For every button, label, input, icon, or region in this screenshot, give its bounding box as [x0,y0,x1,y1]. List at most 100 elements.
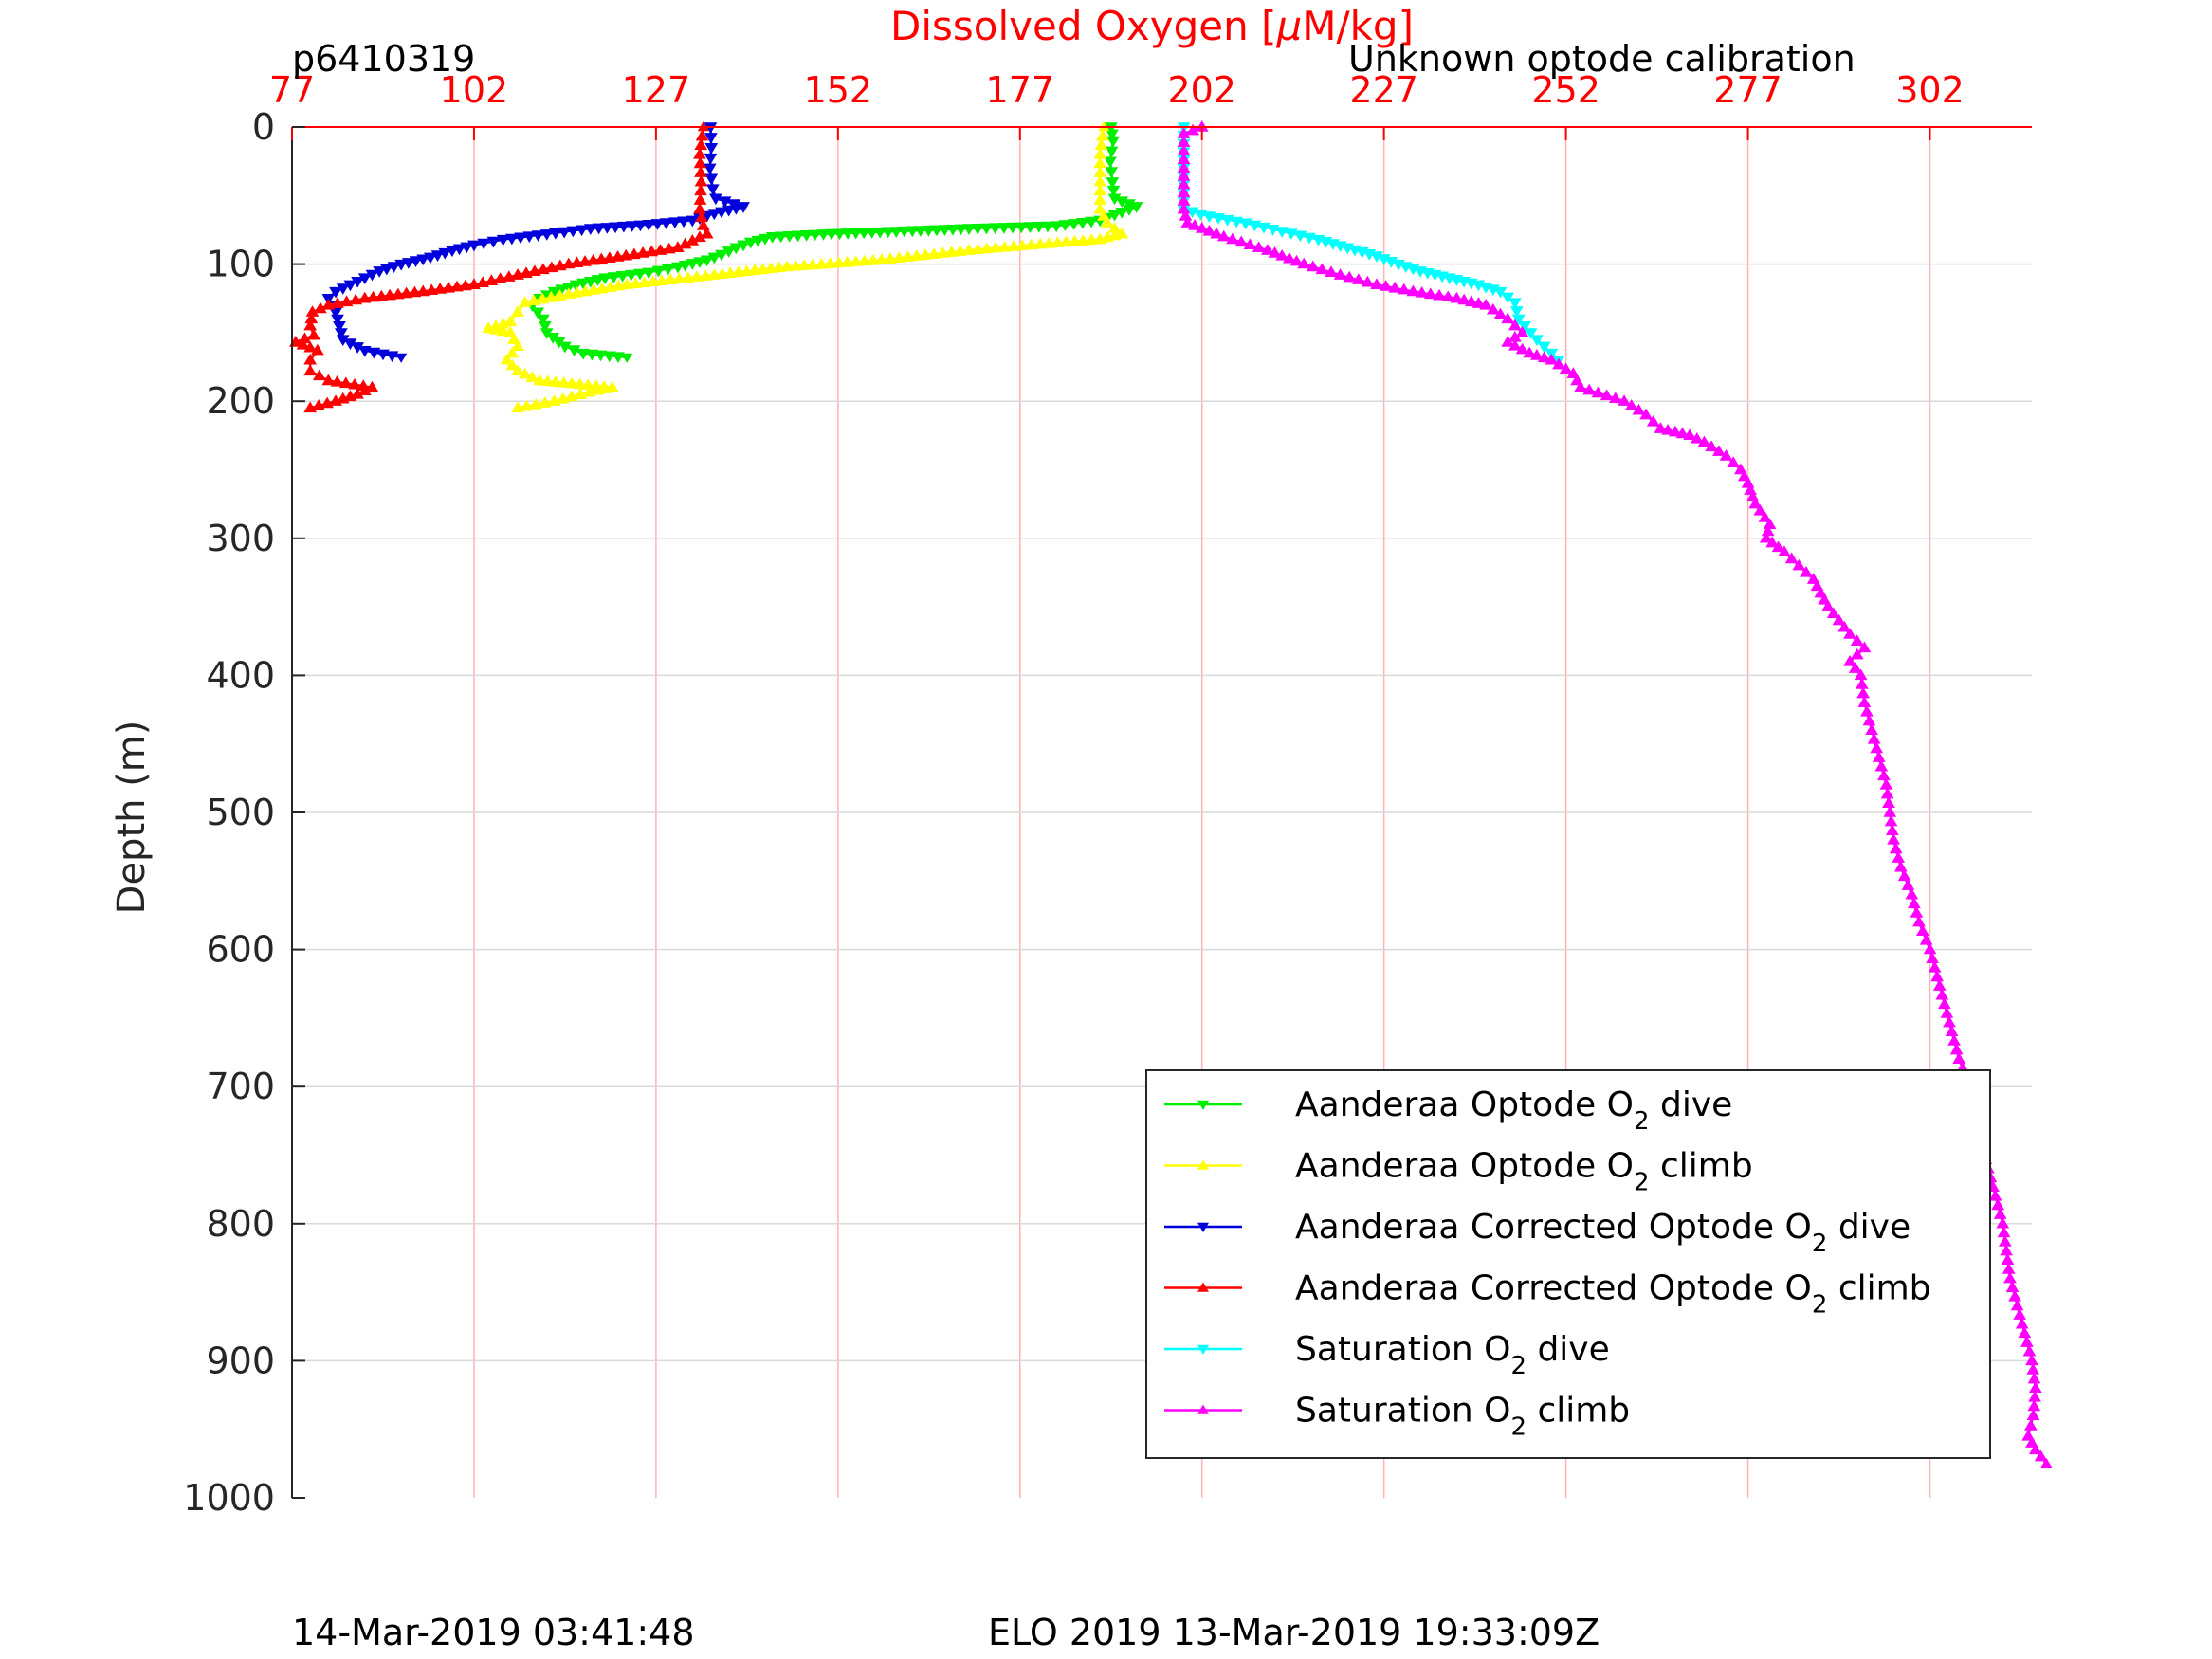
y-tick-label: 800 [206,1203,275,1245]
data-point [693,193,707,205]
data-point [1857,641,1872,653]
data-point [1106,185,1121,197]
data-point [1248,220,1262,232]
axes [291,126,2032,1499]
data-point [459,279,472,291]
data-point [1226,232,1239,245]
y-tick-label: 600 [206,929,275,971]
data-point [1107,222,1122,233]
data-point [645,245,659,257]
y-tick-label: 400 [206,654,275,696]
data-point [538,320,552,333]
footer-timestamp: 14-Mar-2019 03:41:48 [292,1612,695,1653]
data-point [849,255,863,266]
data-point [625,221,639,232]
data-point [2027,1372,2041,1384]
data-point [1697,435,1711,447]
data-point [808,229,822,242]
data-point [1759,531,1773,543]
data-point [321,298,336,310]
data-point [1885,824,1899,835]
data-point [505,358,520,371]
data-point [1042,236,1056,248]
data-point [1303,232,1316,245]
data-point [672,272,686,283]
data-point [507,333,521,344]
series-2 [482,121,1129,413]
data-point [905,226,920,238]
data-point [331,314,344,326]
data-point [1908,897,1921,909]
data-point [1758,511,1772,522]
legend-label: Aanderaa Corrected Optode O2 dive [1295,1208,1910,1258]
data-point [1033,237,1047,249]
data-point [585,349,599,361]
data-point [1771,540,1785,553]
data-point [1093,174,1107,187]
data-point [642,267,656,280]
data-point [1106,129,1119,141]
data-point [693,156,707,169]
data-point [1862,714,1876,726]
data-point [1892,851,1906,863]
data-point [366,290,380,302]
data-point [1093,193,1107,205]
legend-entry: Saturation O2 climb [1164,1392,1630,1442]
data-point [1472,297,1486,308]
data-point [1901,879,1915,890]
data-point [304,312,319,324]
data-point [1076,234,1090,246]
data-point [671,262,685,274]
data-point [348,377,361,390]
data-point [695,129,709,141]
series-5 [1177,122,1564,366]
data-point [1515,342,1529,355]
data-point [1093,202,1107,214]
data-point [1486,302,1500,315]
data-point [1058,220,1072,231]
data-point [2025,1354,2038,1366]
data-point [621,353,633,363]
calibration-label: Unknown optode calibration [1348,38,1856,80]
data-point [307,328,320,340]
data-point [1765,536,1780,548]
data-point [979,223,994,235]
data-point [1949,1043,1964,1055]
data-point [1379,280,1393,291]
data-point [866,253,880,265]
data-point [659,218,673,229]
data-point [693,147,706,159]
data-point [1015,239,1030,251]
data-point [2002,1263,2016,1274]
data-point [538,396,552,408]
data-point [553,289,567,301]
data-point [1275,227,1289,238]
data-point [823,257,837,268]
data-point [511,305,524,317]
data-point [1509,306,1524,318]
data-point [1361,275,1375,287]
data-point [544,290,558,302]
data-point [694,166,707,177]
data-point [1826,607,1840,619]
data-point [774,231,788,244]
data-point [1814,586,1828,598]
data-point [694,138,708,150]
data-point [1800,565,1813,577]
data-point [1343,270,1357,283]
data-point [629,277,643,288]
data-point [651,265,666,278]
tick-labels: 77 102 127 152 177 202 227 252 277 302 0 100 200 300 4… [183,69,1964,1519]
data-point [875,253,888,264]
data-point [1105,167,1119,178]
data-point [477,238,491,250]
data-point [549,228,562,240]
data-point [873,227,887,239]
data-point [1537,351,1551,363]
data-point [901,250,915,262]
series-1 [525,122,1143,364]
data-point [433,283,447,294]
y-tick-label: 1000 [183,1477,275,1519]
data-point [1624,399,1638,410]
data-point [1937,997,1951,1010]
